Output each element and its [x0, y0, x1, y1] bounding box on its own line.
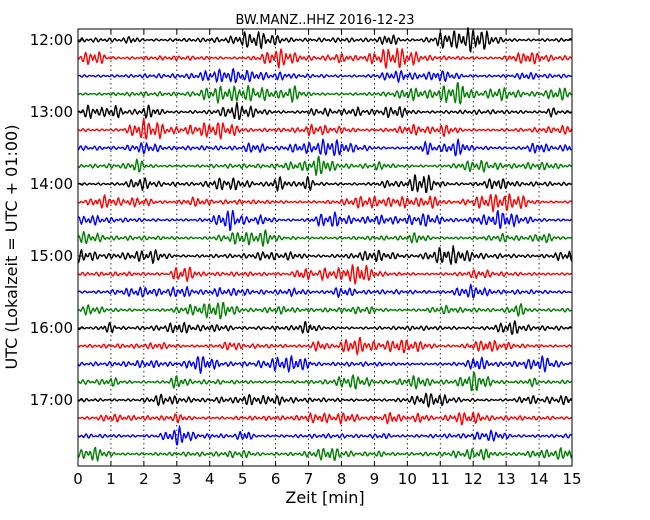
x-tick-label-4: 4 — [205, 470, 215, 488]
x-tick-label-6: 6 — [271, 470, 281, 488]
trace-12 — [77, 229, 572, 247]
trace-24 — [77, 446, 573, 462]
x-tick-label-14: 14 — [530, 470, 549, 488]
trace-18 — [77, 336, 572, 356]
trace-6 — [77, 117, 573, 140]
x-tick-label-12: 12 — [464, 470, 483, 488]
x-tick-label-1: 1 — [106, 470, 116, 488]
trace-4 — [77, 82, 572, 105]
chart-title: BW.MANZ..HHZ 2016-12-23 — [235, 13, 414, 28]
trace-14 — [77, 264, 572, 285]
trace-16 — [77, 301, 572, 320]
vertical-grid — [110, 29, 540, 466]
x-tick-label-11: 11 — [431, 470, 450, 488]
y-axis-ticks: 12:00 13:00 14:00 15:00 16:00 17:00 — [30, 31, 572, 409]
x-tick-label-10: 10 — [398, 470, 417, 488]
trace-20 — [77, 371, 572, 392]
y-tick-label-2: 14:00 — [30, 175, 73, 193]
trace-19 — [77, 355, 573, 374]
trace-13 — [77, 245, 573, 265]
y-tick-label-3: 15:00 — [30, 247, 73, 265]
trace-8 — [77, 155, 573, 176]
x-tick-label-0: 0 — [73, 470, 83, 488]
y-tick-label-5: 17:00 — [30, 391, 73, 409]
y-tick-label-0: 12:00 — [30, 31, 73, 49]
y-axis-label: UTC (Lokalzeit = UTC + 01:00) — [2, 125, 21, 370]
trace-15 — [77, 283, 572, 299]
x-tick-label-13: 13 — [497, 470, 516, 488]
trace-17 — [77, 320, 573, 335]
x-tick-label-8: 8 — [337, 470, 347, 488]
x-tick-label-9: 9 — [370, 470, 380, 488]
trace-3 — [77, 68, 572, 84]
x-axis-ticks: 0 1 2 3 4 5 6 7 8 9 10 11 12 13 14 15 — [73, 29, 582, 488]
x-axis-label: Zeit [min] — [285, 488, 364, 507]
x-tick-label-2: 2 — [139, 470, 149, 488]
trace-23 — [77, 425, 573, 446]
x-tick-label-15: 15 — [562, 470, 581, 488]
trace-9 — [77, 174, 572, 194]
plot-frame — [77, 28, 573, 467]
trace-10 — [77, 193, 573, 213]
trace-11 — [77, 209, 573, 232]
trace-1 — [77, 27, 573, 53]
trace-22 — [77, 412, 572, 426]
seismic-traces — [77, 27, 573, 462]
x-tick-label-5: 5 — [238, 470, 248, 488]
x-tick-label-3: 3 — [172, 470, 182, 488]
y-tick-label-4: 16:00 — [30, 319, 73, 337]
trace-21 — [77, 392, 573, 408]
trace-5 — [77, 101, 572, 121]
trace-2 — [77, 47, 572, 69]
y-tick-label-1: 13:00 — [30, 103, 73, 121]
trace-7 — [77, 138, 572, 157]
x-tick-label-7: 7 — [304, 470, 314, 488]
